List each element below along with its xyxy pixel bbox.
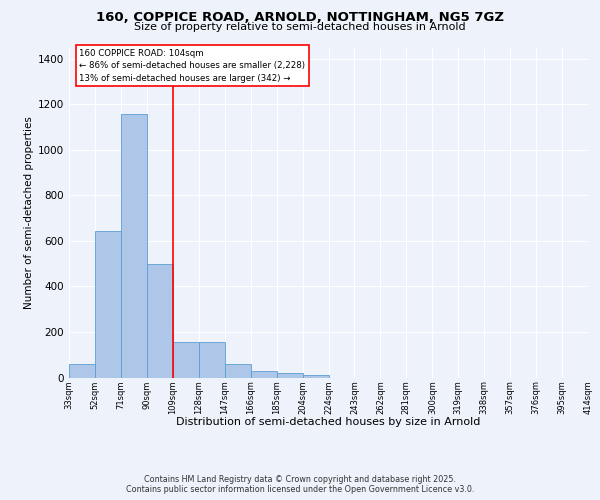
Bar (302, 375, 329, 378)
Y-axis label: Number of semi-detached properties: Number of semi-detached properties (24, 116, 34, 309)
Bar (69, 364, 95, 378)
Bar (277, 373, 302, 378)
Text: Size of property relative to semi-detached houses in Arnold: Size of property relative to semi-detach… (134, 22, 466, 32)
Bar (173, 342, 199, 378)
Bar (95, 230, 121, 378)
Text: 160 COPPICE ROAD: 104sqm
← 86% of semi-detached houses are smaller (2,228)
13% o: 160 COPPICE ROAD: 104sqm ← 86% of semi-d… (79, 48, 305, 82)
Text: Contains HM Land Registry data © Crown copyright and database right 2025.
Contai: Contains HM Land Registry data © Crown c… (126, 474, 474, 494)
Bar (225, 364, 251, 378)
Bar (147, 264, 173, 378)
Bar (121, 114, 147, 378)
X-axis label: Distribution of semi-detached houses by size in Arnold: Distribution of semi-detached houses by … (176, 417, 481, 427)
Bar (251, 370, 277, 378)
Text: 160, COPPICE ROAD, ARNOLD, NOTTINGHAM, NG5 7GZ: 160, COPPICE ROAD, ARNOLD, NOTTINGHAM, N… (96, 11, 504, 24)
Bar (199, 342, 224, 378)
